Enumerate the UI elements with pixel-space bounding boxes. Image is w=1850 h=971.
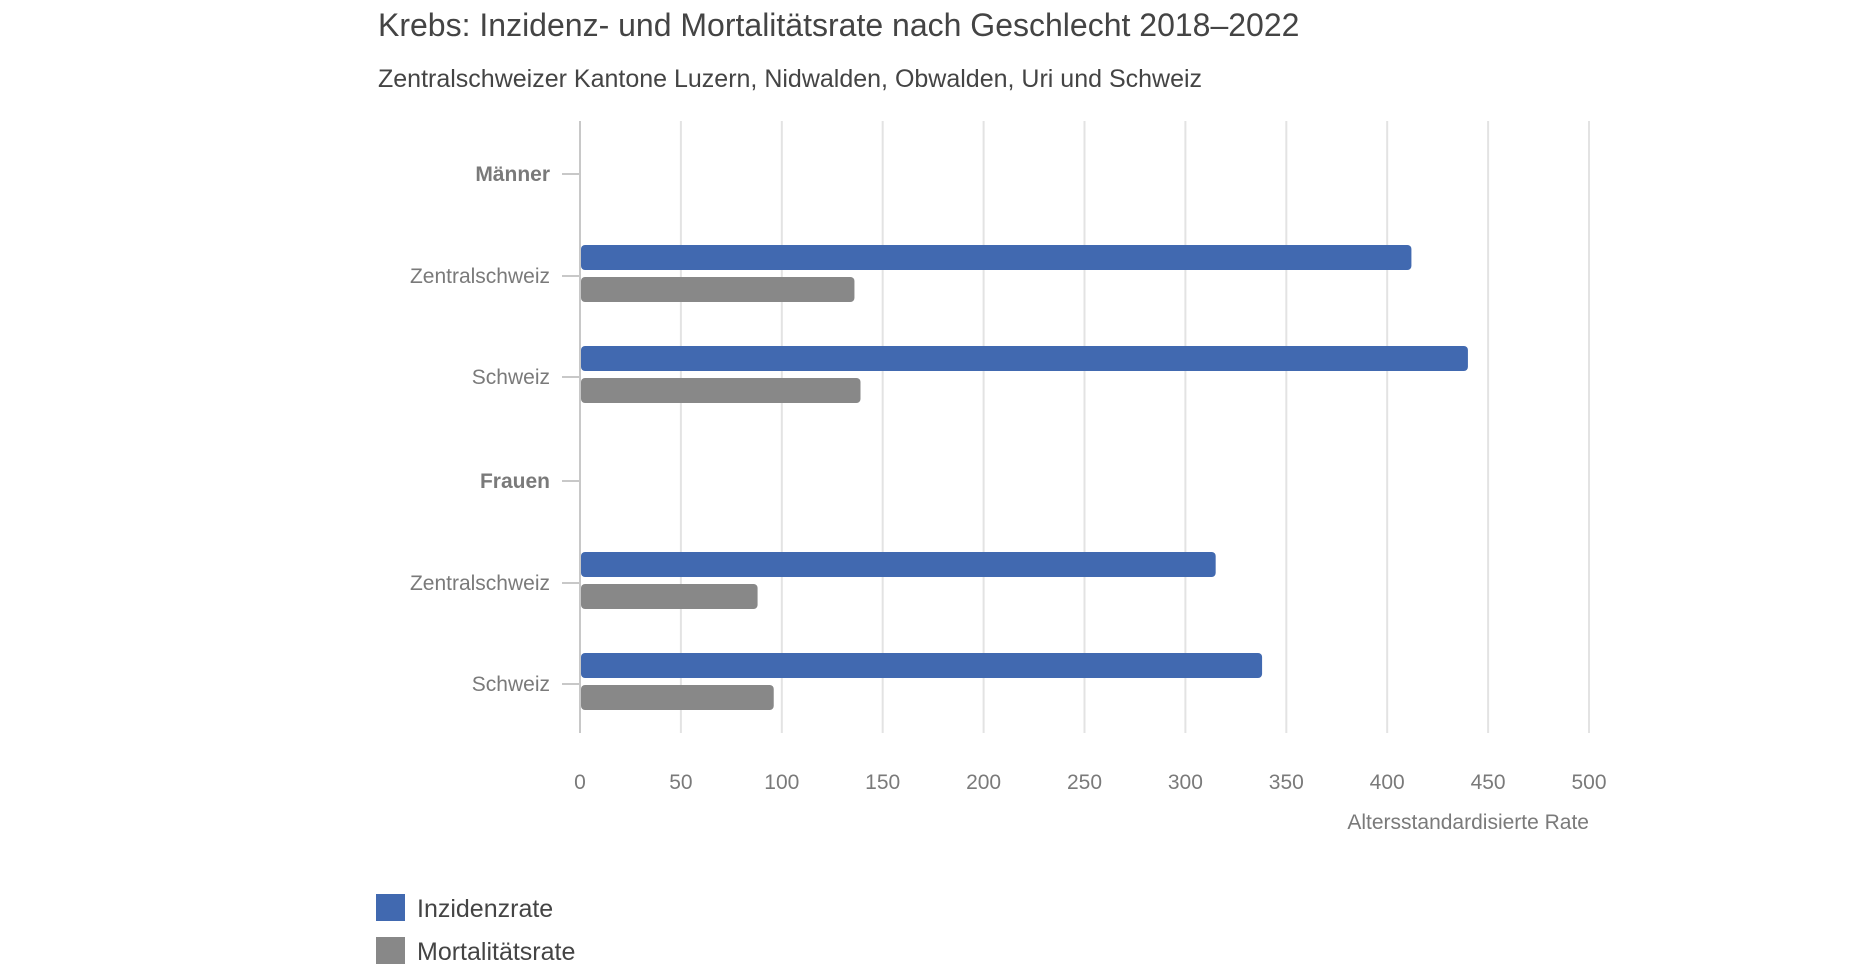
group-label: Frauen [480,470,550,493]
x-tick-label: 100 [764,771,799,794]
x-tick-label: 450 [1471,771,1506,794]
x-tick-label: 400 [1370,771,1405,794]
bars [581,245,1468,710]
category-label: Schweiz [472,366,550,389]
bar-mortalitaetsrate [581,685,774,710]
legend: Inzidenzrate Mortalitätsrate [376,894,575,966]
legend-swatch [376,937,405,964]
bar-mortalitaetsrate [581,584,758,609]
bar-mortalitaetsrate [581,378,861,403]
group-label: Männer [475,163,550,186]
x-tick-label: 350 [1269,771,1304,794]
x-tick-label: 200 [966,771,1001,794]
x-tick-label: 300 [1168,771,1203,794]
category-label: Zentralschweiz [410,572,550,595]
x-tick-label: 50 [669,771,692,794]
bar-mortalitaetsrate [581,277,855,302]
bar-inzidenzrate [581,653,1263,678]
chart-subtitle: Zentralschweizer Kantone Luzern, Nidwald… [378,65,1202,93]
legend-label: Mortalitätsrate [417,938,575,966]
category-label: Zentralschweiz [410,265,550,288]
chart-title: Krebs: Inzidenz- und Mortalitätsrate nac… [378,7,1299,43]
x-tick-label: 500 [1571,771,1606,794]
category-labels: Männer Zentralschweiz Schweiz Frauen Zentral… [410,163,580,696]
x-tick-label: 150 [865,771,900,794]
x-tick-label: 0 [574,771,586,794]
legend-swatch [376,894,405,921]
x-tick-label: 250 [1067,771,1102,794]
category-label: Schweiz [472,673,550,696]
x-tick-labels: 0 50 100 150 200 250 300 350 400 450 500 [574,771,1606,794]
gridlines [579,121,1590,733]
bar-inzidenzrate [581,552,1216,577]
bar-inzidenzrate [581,245,1412,270]
bar-inzidenzrate [581,346,1468,371]
x-axis-title: Altersstandardisierte Rate [1347,811,1589,834]
legend-label: Inzidenzrate [417,895,553,923]
